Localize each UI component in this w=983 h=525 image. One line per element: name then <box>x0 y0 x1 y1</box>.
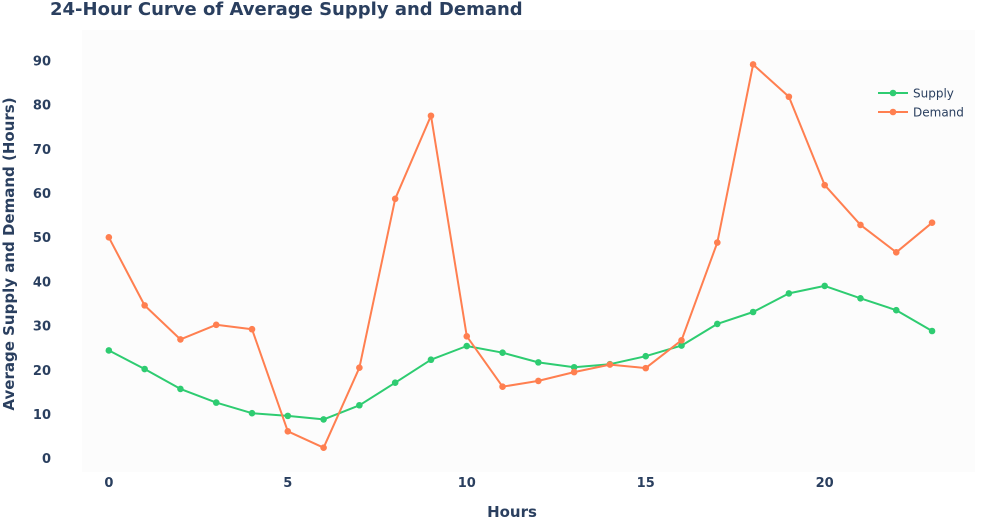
x-axis-ticks: 0 5 10 15 20 <box>104 476 833 491</box>
series-supply <box>105 282 936 423</box>
supply-point <box>105 347 113 354</box>
demand-point <box>570 368 578 376</box>
demand-point <box>821 181 828 189</box>
legend-item-supply[interactable]: Supply <box>878 87 954 101</box>
supply-point <box>499 349 506 356</box>
y-tick-label: 70 <box>33 143 51 158</box>
legend-swatch-marker <box>889 108 897 116</box>
y-axis-ticks: 0 10 20 30 40 50 60 70 80 90 <box>33 54 51 467</box>
supply-point <box>535 359 542 366</box>
y-axis-title: Average Supply and Demand (Hours) <box>0 97 18 410</box>
supply-point <box>141 365 148 373</box>
legend-item-demand[interactable]: Demand <box>878 106 964 120</box>
demand-point <box>499 383 506 390</box>
x-tick-label: 10 <box>458 476 476 491</box>
x-tick-label: 5 <box>283 476 292 491</box>
supply-point <box>248 409 256 417</box>
series-demand <box>105 61 936 451</box>
demand-point <box>284 428 292 435</box>
y-tick-label: 90 <box>33 54 51 69</box>
legend-swatch-marker <box>889 89 897 97</box>
legend-label: Demand <box>913 106 964 120</box>
demand-line <box>107 63 933 449</box>
supply-point <box>463 342 471 350</box>
supply-point <box>892 306 900 314</box>
supply-point <box>928 327 936 335</box>
supply-point <box>427 356 435 364</box>
supply-point <box>570 363 578 371</box>
chart-title: 24-Hour Curve of Average Supply and Dema… <box>50 0 523 20</box>
x-tick-label: 20 <box>816 476 834 491</box>
demand-point <box>857 221 864 229</box>
demand-point <box>320 444 327 451</box>
supply-point <box>821 282 828 290</box>
plot-area <box>82 30 975 472</box>
demand-point <box>356 364 363 371</box>
demand-point <box>177 336 184 343</box>
supply-point <box>678 342 685 349</box>
y-tick-label: 40 <box>33 275 51 290</box>
demand-point <box>105 233 113 241</box>
demand-point <box>785 93 793 101</box>
supply-point <box>391 379 399 387</box>
legend-label: Supply <box>913 87 954 101</box>
supply-point <box>177 385 184 393</box>
y-tick-label: 10 <box>33 408 51 423</box>
y-tick-label: 0 <box>42 452 51 467</box>
y-tick-label: 80 <box>33 99 51 114</box>
supply-point <box>284 412 292 420</box>
demand-point <box>606 361 614 368</box>
y-tick-label: 50 <box>33 231 51 246</box>
y-tick-label: 20 <box>33 364 51 379</box>
supply-point <box>320 416 327 423</box>
demand-point <box>463 333 471 340</box>
demand-point <box>749 61 757 68</box>
y-tick-label: 30 <box>33 320 51 335</box>
demand-point <box>714 239 721 246</box>
legend: Supply Demand <box>878 87 964 120</box>
demand-point <box>248 325 256 333</box>
x-tick-label: 15 <box>637 476 655 491</box>
supply-point <box>749 308 757 316</box>
demand-point <box>642 364 650 372</box>
supply-line <box>108 284 933 421</box>
supply-point <box>642 352 650 360</box>
demand-point <box>141 302 148 309</box>
x-axis-title: Hours <box>487 503 537 521</box>
y-tick-label: 60 <box>33 187 51 202</box>
series-layer <box>105 61 936 451</box>
supply-point <box>212 399 220 406</box>
demand-point <box>928 219 936 227</box>
demand-point <box>678 336 685 344</box>
supply-point <box>714 320 721 328</box>
x-tick-label: 0 <box>104 476 113 491</box>
demand-point <box>892 249 900 256</box>
demand-point <box>212 321 220 329</box>
demand-point <box>535 377 542 385</box>
supply-point <box>857 294 864 302</box>
demand-point <box>391 195 399 203</box>
demand-point <box>427 112 435 120</box>
supply-point <box>785 290 793 297</box>
supply-point <box>356 401 363 409</box>
